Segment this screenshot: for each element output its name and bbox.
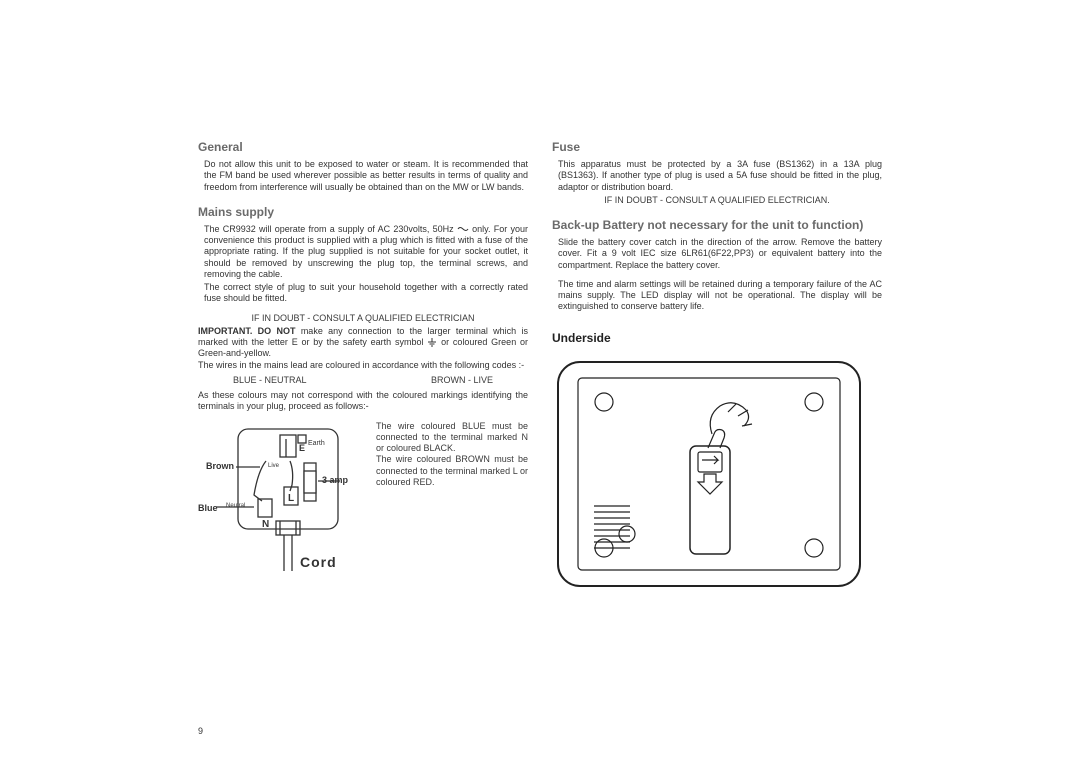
section-backup: Back-up Battery not necessary for the un… <box>552 218 882 313</box>
plug-label-brown: Brown <box>206 461 234 471</box>
plug-row: Earth E Live Brown Neutral Blue 3 amp L … <box>198 421 528 591</box>
heading-underside: Underside <box>552 331 882 346</box>
heading-general: General <box>198 140 528 155</box>
code-blue: BLUE - NEUTRAL <box>233 375 307 386</box>
brown-wire-text: The wire coloured BROWN must be connecte… <box>376 454 528 488</box>
plug-label-cord: Cord <box>300 554 337 570</box>
page-number: 9 <box>198 726 203 736</box>
underside-diagram <box>552 356 870 596</box>
plug-label-neutral: Neutral <box>226 503 245 509</box>
backup-p2: The time and alarm settings will be reta… <box>552 279 882 313</box>
left-column: General Do not allow this unit to be exp… <box>198 140 528 611</box>
plug-label-L: L <box>288 493 294 504</box>
fuse-doubt: IF IN DOUBT - CONSULT A QUALIFIED ELECTR… <box>552 195 882 206</box>
mains-important: IMPORTANT. DO NOT make any connection to… <box>198 326 528 360</box>
plug-label-amp: 3 amp <box>322 475 349 485</box>
section-general: General Do not allow this unit to be exp… <box>198 140 528 193</box>
text-fuse: This apparatus must be protected by a 3A… <box>552 159 882 193</box>
plug-diagram: Earth E Live Brown Neutral Blue 3 amp L … <box>198 421 368 591</box>
plug-label-blue: Blue <box>198 503 218 513</box>
code-brown: BROWN - LIVE <box>431 375 493 386</box>
heading-fuse: Fuse <box>552 140 882 155</box>
mains-p2: The correct style of plug to suit your h… <box>204 282 528 305</box>
section-fuse: Fuse This apparatus must be protected by… <box>552 140 882 206</box>
plug-label-earth: Earth <box>308 440 325 447</box>
plug-label-N: N <box>262 519 269 530</box>
right-column: Fuse This apparatus must be protected by… <box>552 140 882 611</box>
mains-colours: As these colours may not correspond with… <box>198 390 528 413</box>
earth-symbol-icon <box>427 338 437 348</box>
important-bold: IMPORTANT. DO NOT <box>198 326 295 336</box>
section-mains: Mains supply The CR9932 will operate fro… <box>198 205 528 591</box>
mains-p1-pre: The CR9932 will operate from a supply of… <box>204 224 457 234</box>
ac-symbol-icon <box>457 225 469 233</box>
blue-wire-text: The wire coloured BLUE must be connected… <box>376 421 528 455</box>
text-general: Do not allow this unit to be exposed to … <box>198 159 528 193</box>
section-underside: Underside <box>552 331 882 599</box>
manual-page: General Do not allow this unit to be exp… <box>198 140 882 611</box>
heading-backup: Back-up Battery not necessary for the un… <box>552 218 882 233</box>
heading-mains: Mains supply <box>198 205 528 220</box>
plug-label-E: E <box>299 443 305 453</box>
text-mains: The CR9932 will operate from a supply of… <box>198 224 528 305</box>
backup-p1: Slide the battery cover catch in the dir… <box>552 237 882 271</box>
colour-codes: BLUE - NEUTRAL BROWN - LIVE <box>233 375 493 386</box>
plug-wire-text: The wire coloured BLUE must be connected… <box>376 421 528 591</box>
mains-wires: The wires in the mains lead are coloured… <box>198 360 528 371</box>
plug-label-live: Live <box>268 463 280 469</box>
mains-doubt: IF IN DOUBT - CONSULT A QUALIFIED ELECTR… <box>198 313 528 324</box>
